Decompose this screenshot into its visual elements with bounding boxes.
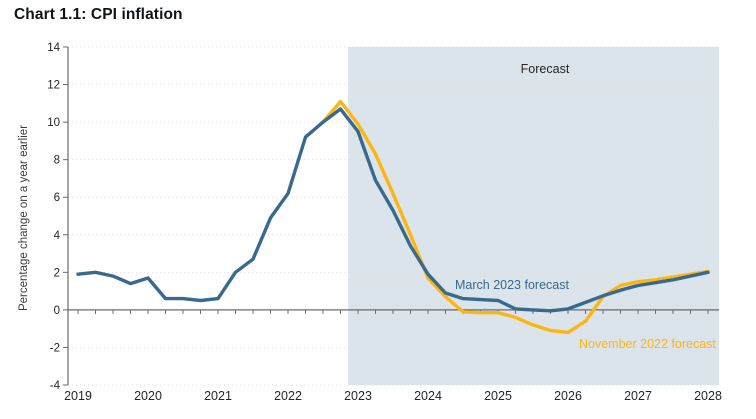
y-tick-label: 12 (47, 80, 60, 92)
x-tick-label: 2022 (274, 389, 302, 403)
x-tick-labels: 2019 2020 2021 2022 2023 2024 2025 2026 2027 2028 (64, 389, 722, 403)
x-tick-label: 2019 (64, 389, 92, 403)
x-tick-label: 2020 (134, 389, 162, 403)
y-tick-label: -4 (50, 380, 61, 392)
x-tick-label: 2026 (554, 389, 582, 403)
march-2023-forecast-line (76, 107, 710, 313)
x-tick-label: 2023 (344, 389, 372, 403)
november-2022-forecast-line (321, 99, 710, 335)
y-tick-label: 0 (54, 305, 60, 317)
march-2023-forecast-label: March 2023 forecast (455, 278, 569, 292)
y-gridlines (68, 46, 719, 386)
y-tick-label: 4 (54, 230, 61, 242)
forecast-label: Forecast (521, 62, 570, 76)
y-tick-label: 10 (47, 117, 60, 129)
chart-title: Chart 1.1: CPI inflation (14, 6, 183, 23)
x-tick-label: 2027 (624, 389, 652, 403)
y-axis-title: Percentage change on a year earlier (18, 125, 30, 311)
x-tick-label: 2028 (694, 389, 722, 403)
x-tick-label: 2024 (414, 389, 442, 403)
y-tick-label: 8 (54, 155, 60, 167)
y-tick-label: 14 (47, 42, 60, 54)
y-axis: 14 12 10 8 6 4 2 0 -2 -4 (47, 42, 69, 392)
y-tick-label: 2 (54, 267, 60, 279)
november-2022-forecast-label: November 2022 forecast (579, 337, 716, 351)
x-tick-label: 2021 (204, 389, 232, 403)
y-tick-label: -2 (50, 342, 60, 354)
y-tick-label: 6 (54, 192, 60, 204)
x-tick-label: 2025 (484, 389, 512, 403)
forecast-region (348, 47, 719, 385)
